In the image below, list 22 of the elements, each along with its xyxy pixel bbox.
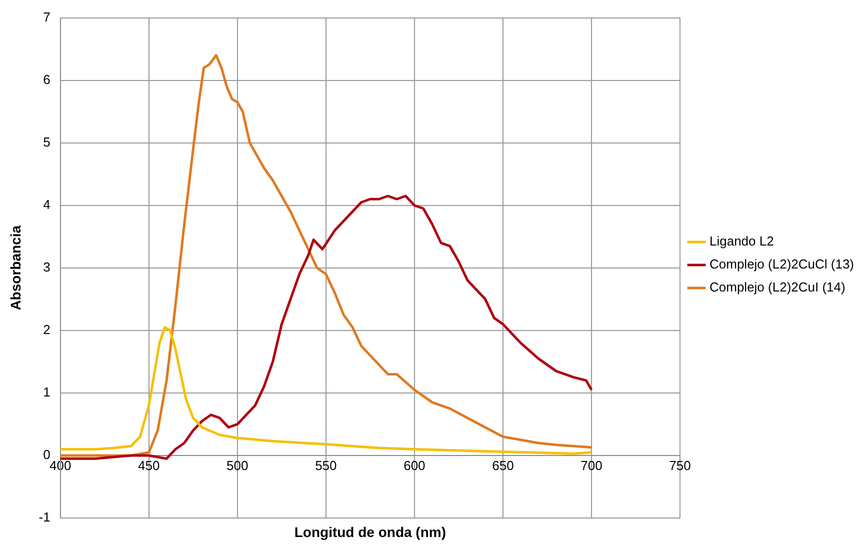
x-tick-label: 600	[404, 458, 426, 473]
y-tick-label: 4	[43, 196, 50, 212]
x-tick-label: 650	[492, 458, 514, 473]
y-tick-label: 5	[43, 134, 50, 150]
x-axis-title: Longitud de onda (nm)	[294, 524, 446, 540]
y-tick-label: -1	[38, 510, 50, 525]
y-tick-label: 0	[43, 447, 50, 462]
x-tick-label: 500	[226, 458, 248, 473]
x-tick-label: 700	[580, 458, 602, 473]
y-tick-label: 6	[43, 72, 50, 87]
y-tick-label: 2	[43, 322, 50, 338]
x-tick-label: 450	[138, 458, 160, 473]
x-tick-label: 550	[315, 458, 337, 473]
x-tick-label: 750	[669, 458, 691, 473]
y-tick-label: 7	[43, 9, 50, 24]
y-tick-label: 1	[43, 384, 50, 400]
x-tick-label: 400	[50, 458, 72, 473]
y-axis-title: Absorbancia	[7, 225, 24, 310]
y-tick-label: 3	[43, 259, 50, 274]
legend-label: Complejo (L2)2CuCl (13)	[710, 256, 854, 272]
legend-label: Ligando L2	[710, 234, 774, 249]
legend-label: Complejo (L2)2CuI (14)	[710, 280, 846, 295]
